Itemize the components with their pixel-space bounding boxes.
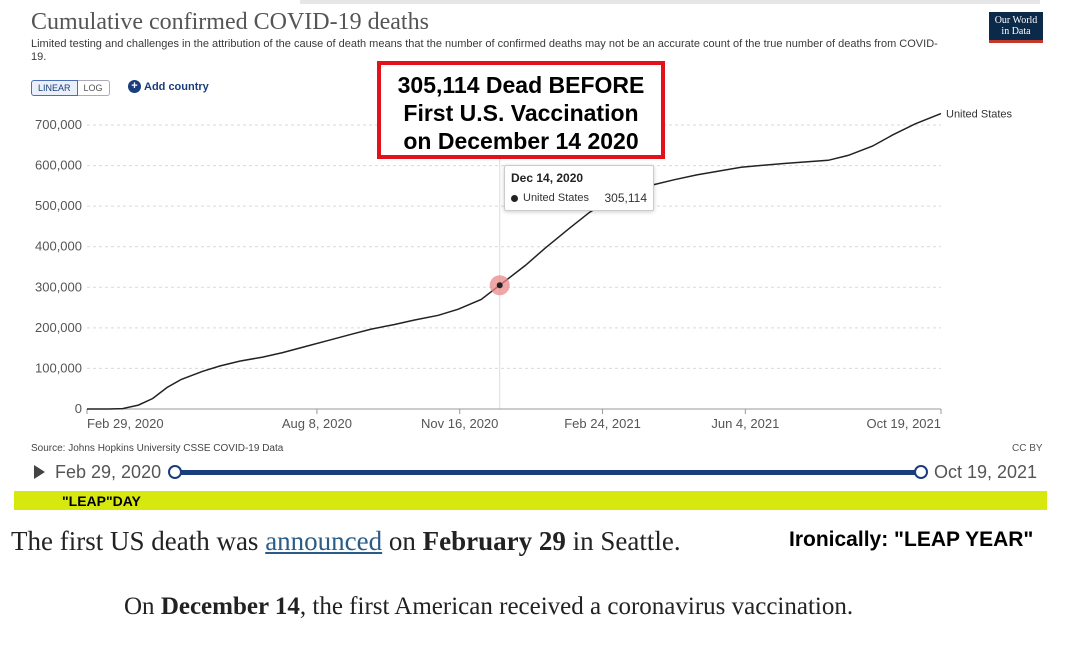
x-tick-label: Feb 29, 2020: [87, 416, 164, 431]
tooltip: Dec 14, 2020 United States 305,114: [504, 165, 654, 211]
axis-layer: 0 100,000 200,000 300,000 400,000 500,000 600,…: [35, 117, 942, 431]
chart-subtitle: Limited testing and challenges in the at…: [31, 38, 938, 63]
vaccination-sentence: On December 14, the first American recei…: [124, 593, 853, 621]
highlight-point: [496, 282, 503, 289]
timeline-end-date: Oct 19, 2021: [934, 462, 1038, 482]
y-tick-label: 100,000: [35, 360, 82, 375]
x-tick-label: Feb 24, 2021: [564, 416, 641, 431]
series-dot-icon: [511, 194, 518, 202]
add-country-label: Add country: [144, 80, 209, 93]
timeline-start-handle[interactable]: [168, 465, 182, 479]
source-note: Source: Johns Hopkins University CSSE CO…: [31, 443, 284, 454]
sentence2-date: December 14: [160, 593, 300, 620]
leap-highlight-bar: [14, 491, 1047, 510]
linear-scale-button[interactable]: LINEAR: [31, 80, 78, 96]
logo-text-line2: in Data: [1001, 26, 1031, 37]
y-tick-label: 700,000: [35, 117, 82, 132]
log-scale-button[interactable]: LOG: [77, 80, 110, 96]
first-death-sentence: The first US death was announced on Febr…: [11, 526, 681, 557]
plus-icon: +: [128, 80, 141, 93]
top-divider: [300, 0, 1040, 4]
series-layer: [87, 112, 942, 410]
tooltip-date: Dec 14, 2020: [511, 171, 584, 185]
y-tick-label: 0: [75, 401, 82, 416]
series-line-united-states: [87, 112, 942, 410]
y-tick-label: 500,000: [35, 198, 82, 213]
leap-day-label: "LEAP"DAY: [62, 493, 141, 509]
y-tick-label: 600,000: [35, 158, 82, 173]
chart-title: Cumulative confirmed COVID-19 deaths: [31, 9, 429, 35]
tooltip-value: 305,114: [604, 191, 648, 205]
annotation-callout: 305,114 Dead BEFORE First U.S. Vaccinati…: [377, 61, 665, 159]
play-icon[interactable]: [34, 465, 45, 479]
sentence1-mid: on: [382, 526, 423, 556]
y-tick-label: 400,000: [35, 239, 82, 254]
callout-line-1: 305,114 Dead BEFORE: [397, 72, 645, 98]
add-country-button[interactable]: + Add country: [128, 80, 209, 93]
tooltip-series: United States: [523, 192, 590, 204]
y-tick-label: 300,000: [35, 279, 82, 294]
sentence1-suffix: in Seattle.: [565, 526, 681, 556]
timeline-end-handle[interactable]: [914, 465, 928, 479]
sentence1-prefix: The first US death was: [11, 526, 266, 556]
label-layer: United States: [946, 109, 1013, 121]
sentence2-prefix: On: [124, 593, 161, 620]
sentence2-suffix: , the first American received a coronavi…: [299, 593, 854, 620]
sentence1-date: February 29: [422, 526, 566, 556]
license-link[interactable]: CC BY: [1012, 443, 1043, 454]
x-tick-label: Nov 16, 2020: [421, 416, 498, 431]
timeline-track[interactable]: [175, 470, 921, 475]
callout-line-2: First U.S. Vaccination: [403, 100, 639, 126]
x-tick-label: Oct 19, 2021: [867, 416, 941, 431]
x-tick-label: Aug 8, 2020: [282, 416, 352, 431]
announced-link[interactable]: announced: [265, 526, 383, 556]
y-tick-label: 200,000: [35, 320, 82, 335]
timeline-start-date: Feb 29, 2020: [55, 462, 162, 482]
owid-logo[interactable]: Our World in Data: [989, 12, 1043, 43]
callout-line-3: on December 14 2020: [403, 128, 639, 154]
scale-toggle: LINEAR LOG: [31, 80, 110, 96]
logo-text-line1: Our World: [994, 15, 1038, 26]
series-label-united-states: United States: [946, 109, 1013, 121]
ironic-note: Ironically: "LEAP YEAR": [779, 521, 1055, 559]
x-tick-label: Jun 4, 2021: [711, 416, 779, 431]
tooltip-row: United States 305,114: [511, 191, 647, 205]
